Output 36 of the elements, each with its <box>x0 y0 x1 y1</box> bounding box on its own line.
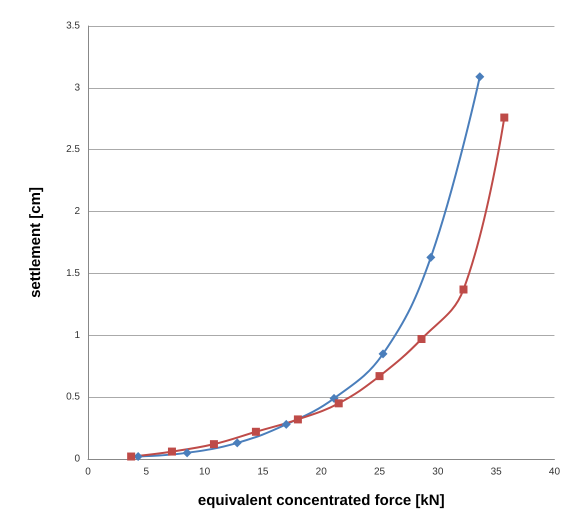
point <box>168 448 176 456</box>
point <box>252 428 260 436</box>
point <box>426 252 436 262</box>
point <box>182 448 192 458</box>
point <box>330 394 339 403</box>
point <box>210 440 218 448</box>
x-tick-label: 5 <box>144 466 150 478</box>
x-tick-label: 10 <box>199 466 211 478</box>
y-axis-title: settlement [cm] <box>27 187 44 298</box>
point <box>334 399 343 408</box>
point <box>232 438 242 448</box>
y-tick-label: 3.5 <box>66 20 80 32</box>
point <box>459 286 468 294</box>
x-tick-label: 30 <box>432 466 444 478</box>
point <box>282 420 291 429</box>
x-tick-label: 15 <box>257 466 269 478</box>
point <box>475 72 484 82</box>
point <box>378 349 388 358</box>
y-tick-label: 1.5 <box>66 268 80 279</box>
x-tick-label: 0 <box>85 466 92 478</box>
x-tick-label: 25 <box>374 466 386 478</box>
x-tick-label: 35 <box>490 466 502 478</box>
y-tick-label: 0 <box>74 454 80 464</box>
point <box>418 334 426 343</box>
point <box>376 372 384 380</box>
y-tick-label: 2.5 <box>66 144 80 156</box>
y-tick-label: 0.5 <box>66 392 80 403</box>
y-tick-label: 3 <box>74 82 80 94</box>
x-tick-label: 20 <box>316 466 328 478</box>
y-tick-label: 1 <box>74 330 80 341</box>
point <box>127 452 136 461</box>
point <box>500 114 508 122</box>
y-tick-label: 2 <box>74 206 80 218</box>
point <box>294 415 302 424</box>
x-axis-title: equivalent concentrated force [kN] <box>198 492 445 509</box>
x-tick-label: 40 <box>548 466 560 478</box>
